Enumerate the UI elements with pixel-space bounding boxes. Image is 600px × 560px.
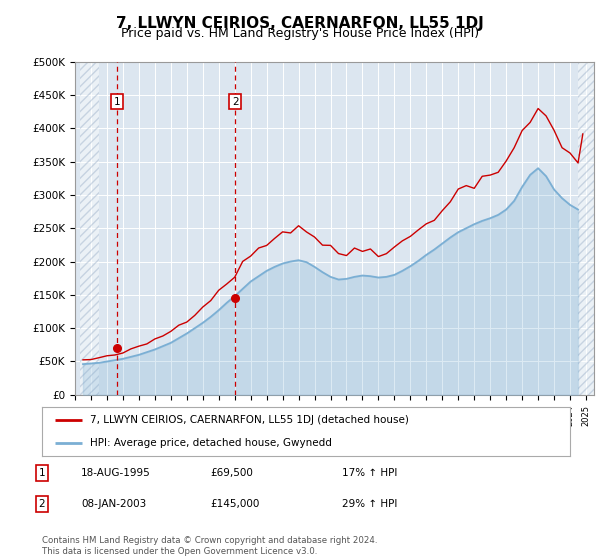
- Text: 08-JAN-2003: 08-JAN-2003: [81, 499, 146, 509]
- Text: 29% ↑ HPI: 29% ↑ HPI: [342, 499, 397, 509]
- Text: £69,500: £69,500: [210, 468, 253, 478]
- Text: 7, LLWYN CEIRIOS, CAERNARFON, LL55 1DJ (detached house): 7, LLWYN CEIRIOS, CAERNARFON, LL55 1DJ (…: [89, 416, 409, 426]
- Text: 7, LLWYN CEIRIOS, CAERNARFON, LL55 1DJ: 7, LLWYN CEIRIOS, CAERNARFON, LL55 1DJ: [116, 16, 484, 31]
- Text: £145,000: £145,000: [210, 499, 259, 509]
- Text: 18-AUG-1995: 18-AUG-1995: [81, 468, 151, 478]
- Text: 2: 2: [232, 96, 238, 106]
- Text: Price paid vs. HM Land Registry's House Price Index (HPI): Price paid vs. HM Land Registry's House …: [121, 27, 479, 40]
- Text: Contains HM Land Registry data © Crown copyright and database right 2024.
This d: Contains HM Land Registry data © Crown c…: [42, 536, 377, 556]
- Text: 17% ↑ HPI: 17% ↑ HPI: [342, 468, 397, 478]
- Text: HPI: Average price, detached house, Gwynedd: HPI: Average price, detached house, Gwyn…: [89, 438, 331, 448]
- Bar: [578, 62, 594, 395]
- Text: 1: 1: [38, 468, 46, 478]
- Bar: [80, 62, 99, 395]
- Text: 2: 2: [38, 499, 46, 509]
- Text: 1: 1: [113, 96, 121, 106]
